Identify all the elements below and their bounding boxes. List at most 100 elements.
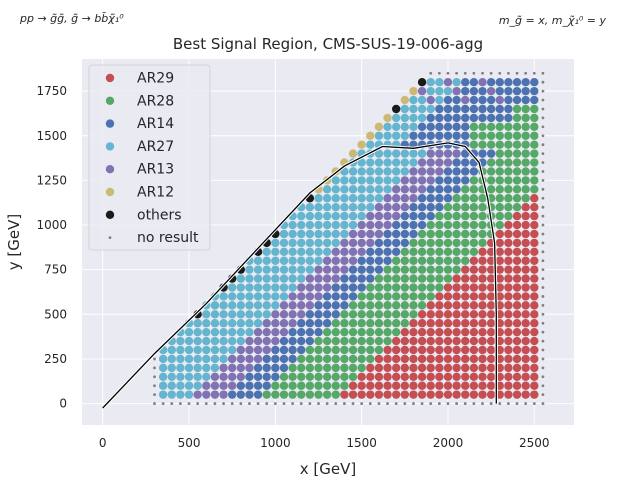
point-ar29 <box>366 372 375 381</box>
point-ar27 <box>227 310 237 319</box>
point-ar28 <box>461 229 470 239</box>
point-no-result <box>541 232 545 236</box>
point-ar28 <box>417 265 427 274</box>
point-ar27 <box>417 149 427 158</box>
point-ar14 <box>435 122 444 132</box>
point-ar27 <box>400 104 410 114</box>
point-ar13 <box>374 220 384 230</box>
point-ar27 <box>322 247 332 257</box>
point-ar28 <box>469 176 479 185</box>
point-ar28 <box>504 167 513 176</box>
point-ar27 <box>348 220 358 230</box>
point-ar14 <box>435 104 444 114</box>
point-ar14 <box>461 78 470 87</box>
point-ar14 <box>469 167 479 176</box>
point-ar28 <box>521 122 530 132</box>
point-ar14 <box>469 78 479 87</box>
point-ar29 <box>486 256 496 265</box>
point-ar27 <box>227 292 237 301</box>
point-ar28 <box>366 354 375 364</box>
point-ar28 <box>366 336 375 346</box>
point-ar28 <box>443 220 453 230</box>
point-ar28 <box>417 229 427 239</box>
point-ar29 <box>417 319 427 328</box>
point-ar13 <box>486 86 496 96</box>
point-ar27 <box>202 363 211 373</box>
point-ar27 <box>236 310 246 319</box>
point-ar29 <box>530 247 539 257</box>
point-ar14 <box>443 131 453 140</box>
point-no-result <box>386 402 389 405</box>
point-ar12 <box>374 122 384 132</box>
point-ar27 <box>340 229 349 239</box>
point-ar27 <box>322 202 332 212</box>
point-ar29 <box>443 301 453 310</box>
point-ar27 <box>331 202 340 212</box>
point-ar27 <box>184 354 194 364</box>
point-ar28 <box>409 265 418 274</box>
point-ar28 <box>383 327 392 337</box>
x-tick-labels: 0 500 1000 1500 2000 2500 <box>99 436 550 450</box>
point-ar13 <box>348 247 358 257</box>
point-ar28 <box>340 372 349 381</box>
point-ar12 <box>357 140 366 149</box>
point-ar13 <box>279 319 289 328</box>
point-ar28 <box>340 327 349 337</box>
point-ar13 <box>262 327 271 337</box>
point-ar27 <box>236 283 246 292</box>
point-ar14 <box>435 131 444 140</box>
point-ar29 <box>521 363 530 373</box>
point-ar28 <box>331 363 340 373</box>
point-no-result <box>541 339 545 343</box>
point-no-result <box>541 321 545 325</box>
point-ar29 <box>357 381 366 390</box>
point-ar28 <box>469 211 479 221</box>
point-ar28 <box>314 363 323 373</box>
point-ar14 <box>469 104 479 114</box>
point-ar13 <box>202 381 211 390</box>
point-ar29 <box>435 381 444 390</box>
point-ar14 <box>391 247 401 257</box>
point-ar29 <box>443 381 453 390</box>
point-ar28 <box>297 363 306 373</box>
point-ar14 <box>245 390 254 399</box>
point-ar14 <box>271 372 280 381</box>
legend-marker <box>105 210 115 219</box>
point-ar14 <box>322 310 332 319</box>
point-ar13 <box>322 265 332 274</box>
point-ar28 <box>374 283 384 292</box>
point-ar13 <box>443 149 453 158</box>
point-ar29 <box>504 247 513 257</box>
point-ar13 <box>253 327 263 337</box>
point-ar29 <box>504 265 513 274</box>
point-ar27 <box>443 86 453 96</box>
point-ar28 <box>443 256 453 265</box>
point-ar13 <box>366 220 375 230</box>
legend-label: AR27 <box>137 139 174 155</box>
point-ar13 <box>322 274 332 283</box>
point-ar28 <box>521 194 530 203</box>
point-ar27 <box>184 345 194 355</box>
point-ar28 <box>348 372 358 381</box>
point-ar14 <box>279 354 289 364</box>
point-ar28 <box>314 345 323 355</box>
point-ar28 <box>314 390 323 399</box>
point-ar28 <box>495 167 504 176</box>
point-ar14 <box>374 238 384 248</box>
legend-marker <box>105 96 115 106</box>
point-ar27 <box>262 256 271 265</box>
point-ar29 <box>461 354 470 364</box>
point-ar27 <box>210 363 220 373</box>
point-ar29 <box>461 336 470 346</box>
point-ar27 <box>236 292 246 301</box>
point-ar29 <box>478 372 487 381</box>
point-ar29 <box>400 336 410 346</box>
point-ar28 <box>314 336 323 346</box>
point-ar27 <box>391 122 401 132</box>
point-ar28 <box>348 319 358 328</box>
point-no-result <box>541 259 545 263</box>
point-ar14 <box>426 122 435 132</box>
point-ar14 <box>348 283 358 292</box>
point-ar13 <box>314 265 323 274</box>
